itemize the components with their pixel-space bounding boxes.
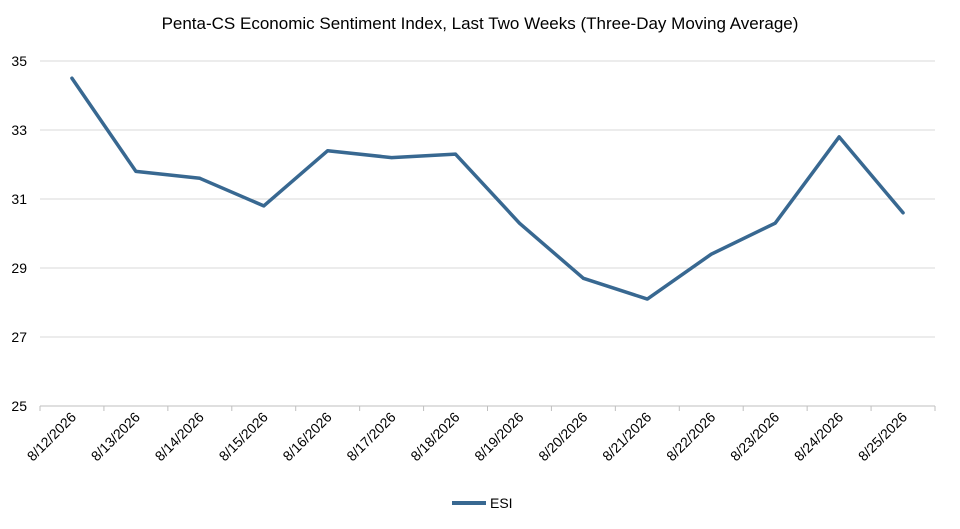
data-point	[837, 135, 841, 139]
x-tick-label: 8/18/2026	[407, 409, 463, 465]
data-point	[262, 204, 266, 208]
x-tick-label: 8/21/2026	[599, 409, 655, 465]
x-axis-tick-labels: 8/12/2026 8/13/2026 8/14/2026 8/15/2026 8/16…	[24, 409, 911, 465]
x-tick-label: 8/22/2026	[663, 409, 719, 465]
series-line-esi	[70, 76, 905, 301]
x-tick-label: 8/19/2026	[471, 409, 527, 465]
data-point	[517, 221, 521, 225]
legend: ESI	[452, 495, 513, 511]
x-tick-label: 8/14/2026	[152, 409, 208, 465]
data-point	[70, 76, 74, 80]
data-point	[645, 297, 649, 301]
legend-label-esi: ESI	[490, 495, 513, 511]
y-tick-label: 33	[11, 122, 27, 138]
x-tick-label: 8/25/2026	[855, 409, 911, 465]
y-tick-label: 25	[11, 398, 27, 414]
y-tick-label: 29	[11, 260, 27, 276]
data-point	[773, 221, 777, 225]
data-point	[390, 156, 394, 160]
x-tick-label: 8/12/2026	[24, 409, 80, 465]
data-point	[454, 152, 458, 156]
x-tick-label: 8/15/2026	[216, 409, 272, 465]
y-axis-tick-labels: 25 27 29 31 33 35	[11, 53, 27, 414]
series-layer	[70, 76, 905, 301]
y-tick-label: 35	[11, 53, 27, 69]
data-point	[134, 169, 138, 173]
x-tick-label: 8/23/2026	[727, 409, 783, 465]
axes	[39, 405, 936, 411]
data-point	[326, 149, 330, 153]
data-point	[901, 211, 905, 215]
data-point	[581, 276, 585, 280]
x-tick-label: 8/24/2026	[791, 409, 847, 465]
chart-title: Penta-CS Economic Sentiment Index, Last …	[162, 14, 799, 33]
y-tick-label: 27	[11, 329, 27, 345]
x-tick-label: 8/20/2026	[535, 409, 591, 465]
data-point	[709, 252, 713, 256]
x-tick-label: 8/16/2026	[279, 409, 335, 465]
x-tick-label: 8/13/2026	[88, 409, 144, 465]
x-tick-label: 8/17/2026	[343, 409, 399, 465]
gridlines	[40, 60, 935, 338]
y-tick-label: 31	[11, 191, 27, 207]
data-point	[198, 176, 202, 180]
